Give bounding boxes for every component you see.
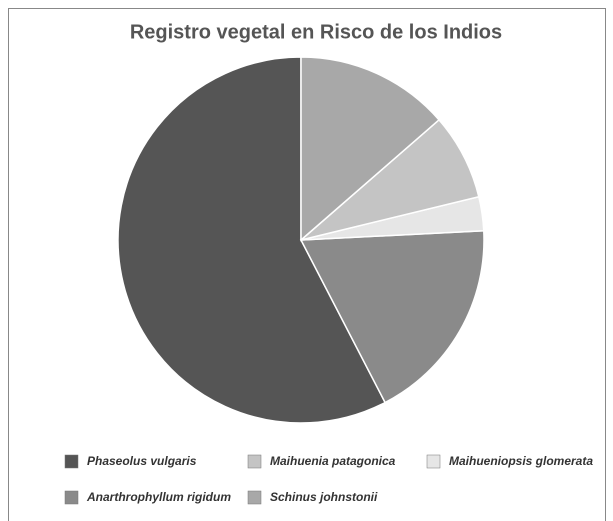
legend-label: Phaseolus vulgaris	[87, 454, 197, 468]
chart-title: Registro vegetal en Risco de los Indios	[130, 21, 502, 43]
legend-label: Schinus johnstonii	[270, 490, 378, 504]
legend-swatch	[247, 490, 262, 505]
pie-slice	[300, 56, 441, 242]
legend-label: Maihuenia patagonica	[270, 454, 396, 468]
legend-swatch	[426, 454, 441, 469]
legend-label: Anarthrophyllum rigidum	[86, 490, 231, 504]
pie-slice	[299, 230, 485, 404]
legend-swatch	[64, 454, 79, 469]
legend-swatch	[64, 490, 79, 505]
pie-slice	[117, 56, 387, 424]
legend-swatch	[247, 454, 262, 469]
legend-label: Maihueniopsis glomerata	[449, 454, 593, 468]
